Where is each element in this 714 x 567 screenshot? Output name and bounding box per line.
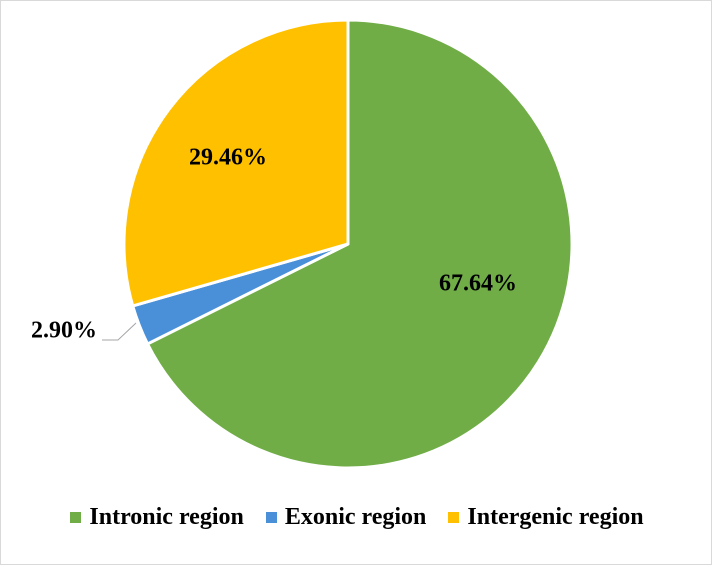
legend-item-intergenic: Intergenic region (448, 503, 644, 531)
legend-swatch-exonic (265, 511, 277, 523)
legend-item-intronic: Intronic region (70, 503, 244, 531)
legend-item-exonic: Exonic region (265, 503, 427, 531)
legend-label-intronic: Intronic region (89, 503, 244, 530)
data-label-intronic-region: 67.64% (439, 271, 517, 297)
legend-swatch-intergenic (448, 511, 460, 523)
leader-line-exonic-region (102, 322, 137, 341)
data-label-intergenic-region: 29.46% (189, 145, 267, 171)
data-label-exonic-region: 2.90% (31, 318, 97, 344)
pie-slice-intergenic-region (122, 18, 350, 308)
legend-label-exonic: Exonic region (284, 503, 427, 530)
legend-swatch-intronic (70, 511, 82, 523)
pie-slice-intronic-region (146, 18, 574, 470)
legend: Intronic region Exonic region Intergenic… (0, 500, 714, 534)
legend-label-intergenic: Intergenic region (467, 503, 644, 530)
